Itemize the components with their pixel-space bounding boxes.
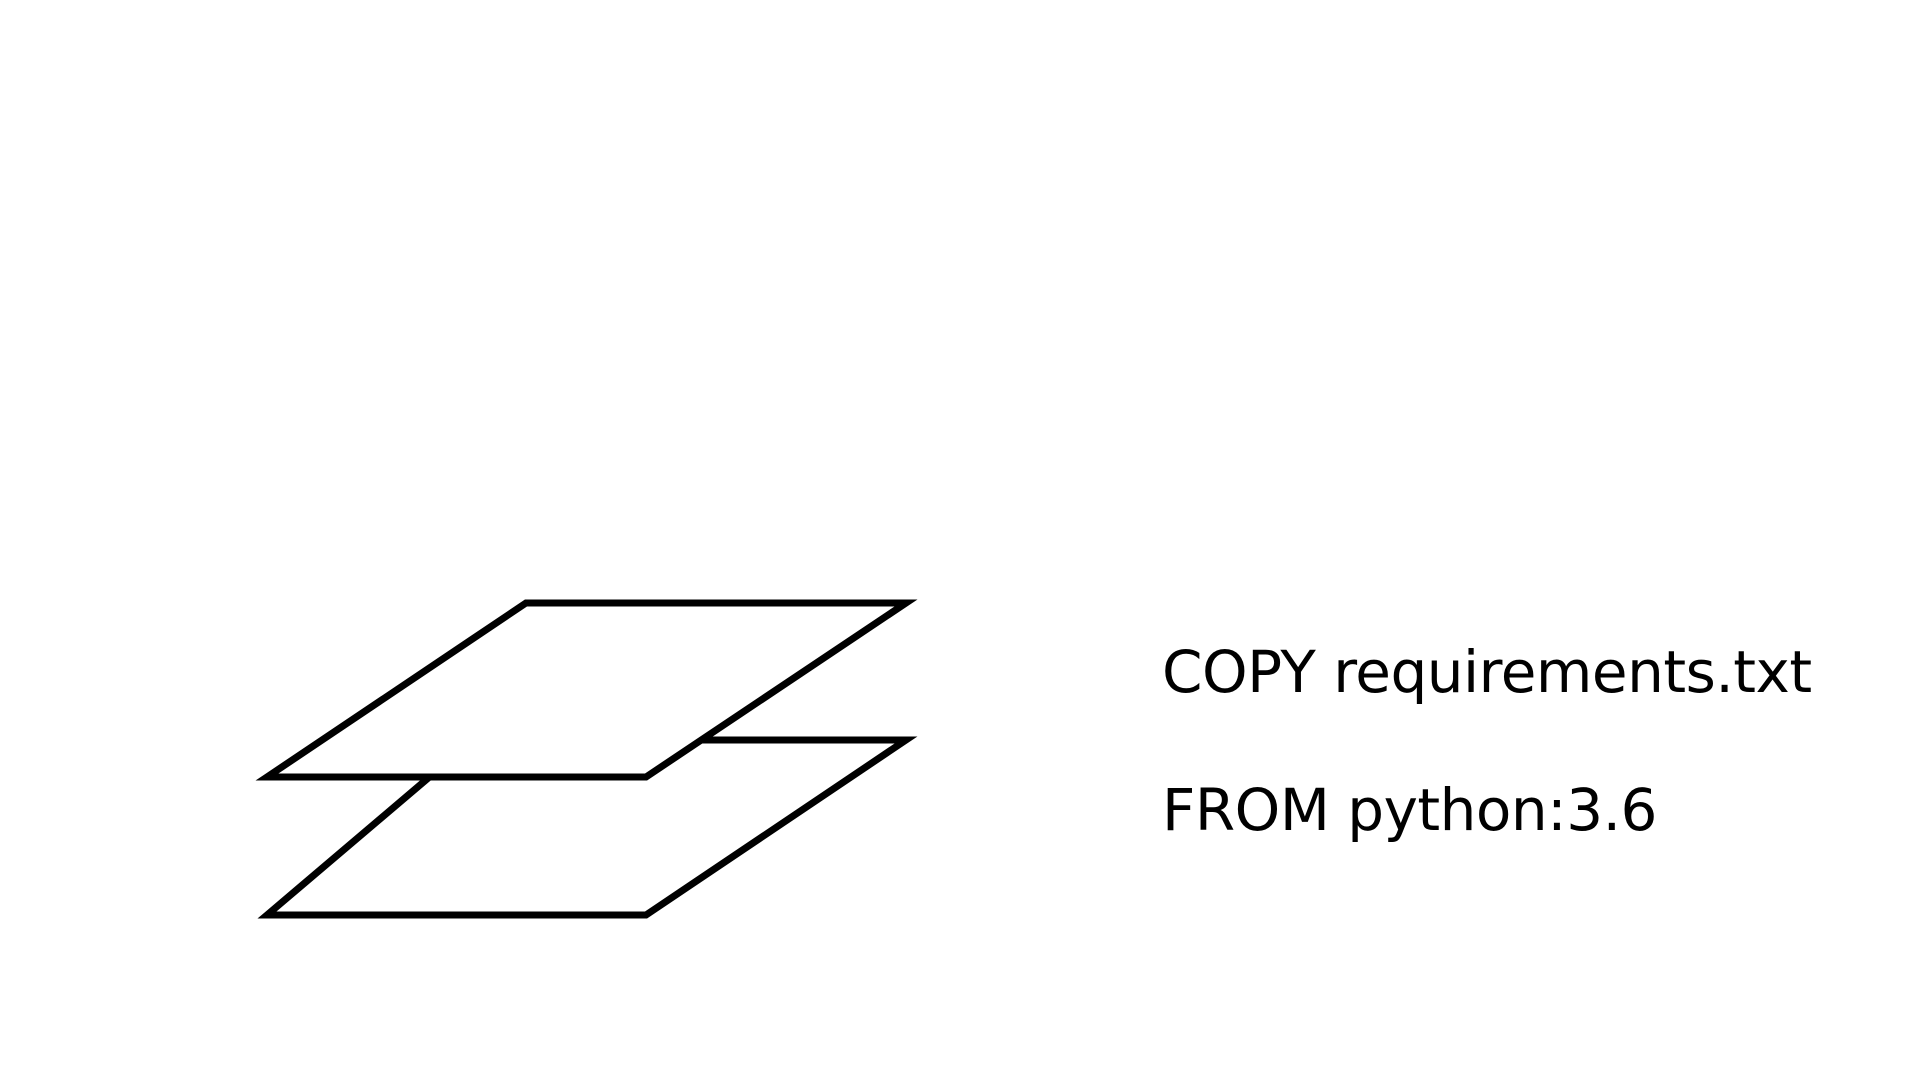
layer-from-shape <box>257 736 918 919</box>
layer-copy-shape <box>255 599 918 781</box>
layer-copy-label: COPY requirements.txt <box>1162 638 1812 706</box>
layer-from-label: FROM python:3.6 <box>1162 776 1657 844</box>
